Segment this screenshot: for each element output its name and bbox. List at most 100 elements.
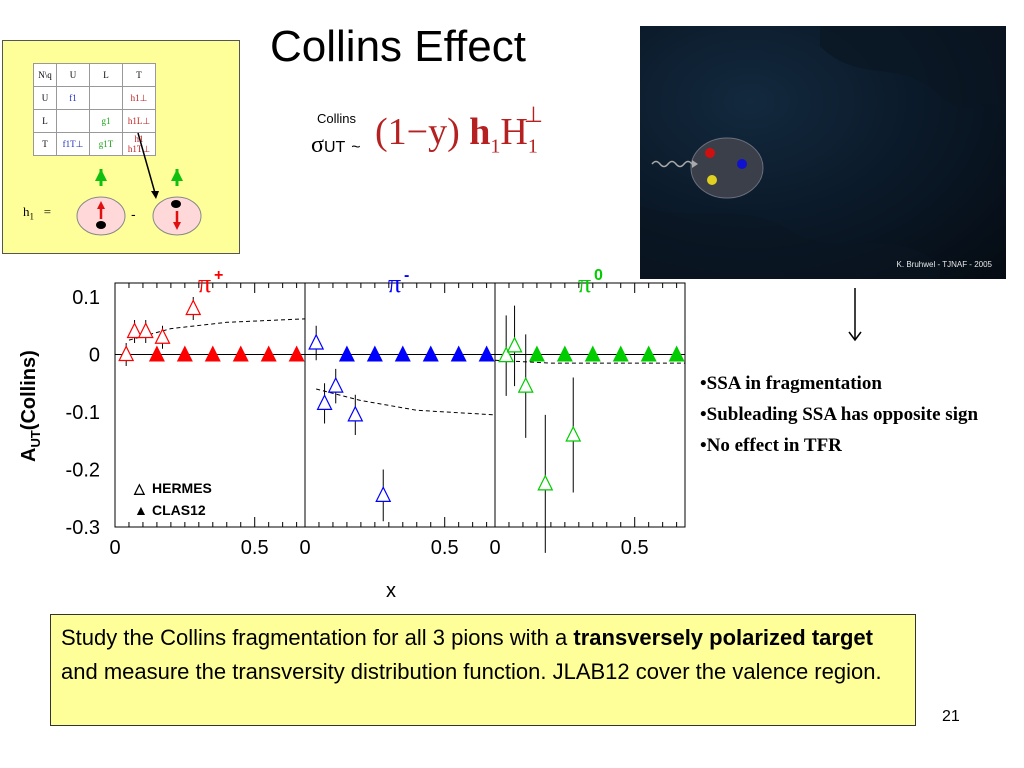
clas12-marker	[422, 345, 439, 362]
collins-formula: (1−y) h1H1⊥	[375, 102, 544, 158]
distribution-table-panel: N\q U L T U f1 h1⊥ L g1 h1L⊥ T f1T⊥ g1T …	[2, 40, 240, 254]
clas12-marker	[176, 345, 193, 362]
proton-sphere	[690, 137, 764, 199]
nucleon-spin-arrowhead-right	[171, 169, 183, 181]
x-tick-label: 0.5	[431, 537, 459, 559]
clas12-marker	[528, 345, 545, 362]
panel-label-superscript: -	[404, 267, 409, 284]
hermes-marker	[126, 322, 143, 339]
hermes-marker	[308, 333, 325, 350]
h1-label: h1 =	[23, 204, 51, 222]
table-corner: N\q	[33, 63, 57, 87]
panel-label-superscript: +	[214, 267, 223, 284]
hermes-marker	[154, 327, 171, 344]
clas12-marker	[338, 345, 355, 362]
minus-sign: -	[131, 206, 136, 222]
legend-marker-clas12: ▲	[134, 502, 148, 518]
down-arrow-icon	[848, 288, 862, 342]
spin-diagram	[76, 132, 202, 236]
h1-subscript: 1	[29, 211, 35, 222]
quark-red	[705, 148, 715, 158]
hermes-marker	[537, 474, 554, 491]
equals-sign: =	[43, 204, 52, 219]
formula-superscript: Collins	[317, 111, 357, 126]
hermes-marker	[316, 394, 333, 410]
formula-H-sub: 1	[527, 135, 538, 158]
clas12-marker	[260, 345, 277, 362]
legend-label-clas12: CLAS12	[152, 502, 206, 518]
photon-wave	[651, 160, 693, 168]
table-col-header: T	[122, 63, 156, 87]
bullet-list: •SSA in fragmentation •Subleading SSA ha…	[700, 368, 990, 461]
clas12-marker	[668, 345, 685, 362]
clas12-marker	[204, 345, 221, 362]
x-tick-label: 0	[299, 537, 310, 559]
sigma-subscript: UT	[323, 139, 346, 156]
x-tick-label: 0	[109, 537, 120, 559]
clas12-marker	[584, 345, 601, 362]
h1-letter: h	[23, 204, 30, 219]
legend-marker-hermes: △	[133, 480, 146, 496]
quark-dot-left	[96, 221, 106, 229]
hermes-marker	[347, 405, 364, 422]
x-tick-label: 0.5	[621, 537, 649, 559]
hermes-marker	[565, 425, 582, 442]
bullet-item: •Subleading SSA has opposite sign	[700, 404, 979, 425]
y-tick-label: 0.1	[72, 287, 100, 309]
formula-h: h	[469, 111, 491, 153]
table-cell: h1⊥	[122, 86, 156, 110]
formula-expression: (1−y)	[375, 111, 470, 153]
bullet-item: •No effect in TFR	[700, 435, 842, 456]
hermes-marker	[375, 486, 392, 502]
hermes-marker	[118, 345, 135, 362]
y-tick-label: -0.1	[66, 402, 100, 424]
model-curve	[128, 318, 306, 341]
clas12-marker	[612, 345, 629, 362]
panel-label: π	[388, 269, 401, 298]
formula-sigma: σUT ~	[311, 132, 361, 159]
hermes-marker	[498, 346, 515, 363]
table-row-header: U	[33, 86, 57, 110]
clas12-marker	[232, 345, 249, 362]
summary-text-bold: transversely polarized target	[573, 625, 873, 650]
y-tick-label: 0	[89, 345, 100, 367]
plot-legend: △ HERMES ▲ CLAS12	[133, 480, 212, 518]
clas12-marker	[148, 345, 165, 362]
photon-arrowhead	[692, 160, 698, 168]
table-cell: f1T⊥	[56, 132, 90, 156]
hermes-marker	[185, 299, 202, 316]
x-tick-label: 0	[489, 537, 500, 559]
table-cell: f1	[56, 86, 90, 110]
legend-label-hermes: HERMES	[152, 480, 212, 496]
hermes-marker	[517, 376, 534, 393]
clas12-marker	[394, 345, 411, 362]
table-cell	[89, 86, 123, 110]
panel-label-superscript: 0	[594, 267, 603, 284]
panel-label: π	[198, 269, 211, 298]
quark-spin-arrowhead-left	[97, 201, 105, 209]
y-tick-label: -0.2	[66, 460, 100, 482]
model-curve	[316, 388, 496, 416]
quark-dot-right	[171, 200, 181, 208]
quark-blue	[737, 159, 747, 169]
quark-spin-arrowhead-right	[173, 222, 181, 230]
slide-title: Collins Effect	[270, 22, 526, 71]
table-cell: h1L⊥	[122, 109, 156, 133]
distribution-table: N\q U L T U f1 h1⊥ L g1 h1L⊥ T f1T⊥ g1T …	[33, 63, 156, 156]
collins-asymmetry-plot: 0.10-0.1-0.2-0.30 0.5π +0 0.5π -0 0.5π 0 AUT(C…	[18, 267, 686, 602]
formula-H-sup: ⊥	[523, 102, 544, 127]
formula-h-sub: 1	[490, 135, 501, 158]
clas12-marker	[450, 345, 467, 362]
y-tick-label: -0.3	[66, 517, 100, 539]
plot-frame	[114, 282, 686, 528]
bullet-item: •SSA in fragmentation	[700, 373, 882, 394]
clas12-marker	[288, 345, 305, 362]
x-axis-label: x	[386, 580, 396, 602]
summary-text-end: and measure the transversity distributio…	[61, 659, 882, 684]
pointer-arrowhead	[151, 191, 159, 199]
tilde-symbol: ~	[351, 139, 361, 156]
clas12-marker	[478, 345, 495, 362]
quark-yellow	[707, 175, 717, 185]
y-axis-label: AUT(Collins)	[18, 350, 43, 462]
proton-drawing	[640, 26, 1006, 279]
